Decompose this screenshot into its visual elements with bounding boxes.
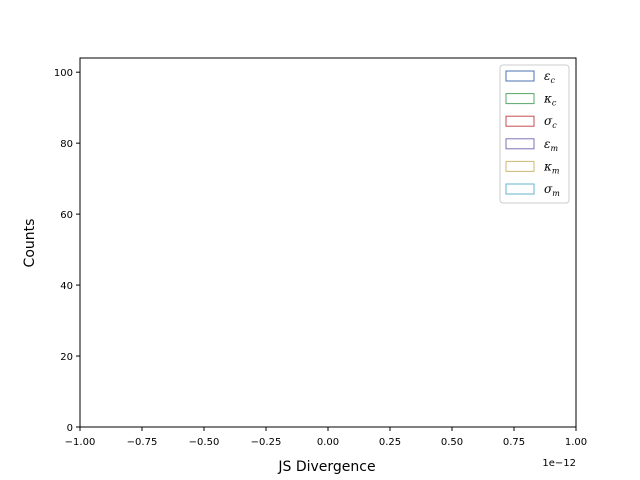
legend-entry-symbol: σ	[544, 114, 553, 128]
legend-entry: εm	[544, 137, 558, 153]
legend-entry-subscript: m	[552, 166, 560, 175]
legend-entry-subscript: c	[552, 121, 557, 130]
legend-entry-symbol: σ	[544, 182, 553, 196]
legend-entry-symbol: ε	[544, 69, 550, 83]
legend-entry-subscript: c	[552, 99, 557, 108]
y-tick-label: 20	[60, 352, 73, 363]
x-tick-label: 0.00	[317, 437, 339, 448]
legend-entry-subscript: m	[550, 144, 558, 153]
x-tick-label: 0.25	[379, 437, 401, 448]
legend-box	[499, 64, 570, 204]
legend-swatch	[505, 115, 535, 127]
legend-entry-symbol: ε	[544, 137, 550, 151]
y-tick-label: 40	[60, 281, 73, 292]
legend-swatch	[505, 70, 535, 82]
x-tick-label: −0.25	[251, 437, 282, 448]
legend-entry: κc	[543, 92, 557, 108]
y-tick-label: 100	[54, 68, 73, 79]
y-axis-ticks: 0 20 40 60 80 100	[54, 68, 80, 434]
legend-entry: κm	[543, 159, 560, 175]
x-axis-label: JS Divergence	[277, 459, 375, 475]
x-tick-label: −0.75	[127, 437, 158, 448]
legend-entry-subscript: c	[550, 76, 555, 85]
x-tick-label: 1.00	[565, 437, 587, 448]
x-axis-offset-label: 1e−12	[542, 458, 576, 469]
legend-swatch	[505, 183, 535, 195]
legend-entry-symbol: κ	[543, 92, 552, 106]
legend-swatch	[505, 138, 535, 150]
x-tick-label: 0.75	[503, 437, 525, 448]
y-tick-label: 60	[60, 210, 73, 221]
legend-entry-subscript: m	[552, 189, 560, 198]
y-tick-label: 0	[67, 423, 73, 434]
y-tick-label: 80	[60, 139, 73, 150]
x-axis-ticks: −1.00 −0.75 −0.50 −0.25 0.00 0.25 0.50 0.75 1.00	[65, 427, 587, 448]
legend-entry: εc	[544, 69, 555, 85]
y-axis-label: Counts	[22, 219, 38, 268]
legend-swatch	[505, 160, 535, 172]
legend-swatch	[505, 93, 535, 105]
legend-entry: σc	[544, 114, 557, 130]
x-tick-label: 0.50	[441, 437, 463, 448]
legend-entry-symbol: κ	[543, 159, 552, 173]
x-tick-label: −1.00	[65, 437, 96, 448]
plot-area	[79, 57, 577, 428]
legend-entry: σm	[544, 182, 560, 198]
x-tick-label: −0.50	[189, 437, 220, 448]
